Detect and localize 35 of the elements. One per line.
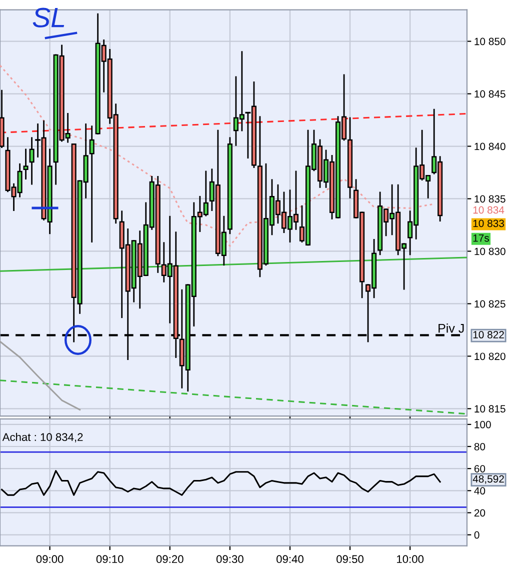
y-tick-label: 100 [474,420,491,428]
y-tick-label: 10 835 [474,195,506,203]
y-tick-label: 10 825 [474,300,506,308]
line-series [0,64,435,247]
x-tick-label: 09:20 [156,555,184,564]
text: 10 833 [473,220,504,228]
y-tick-label: 0 [474,531,480,539]
y-tick-label: 10 820 [474,352,506,360]
y-tick-label: 40 [474,487,486,495]
line-series [0,340,81,410]
x-tick-label: 09:40 [276,555,304,564]
line-series [1,470,441,496]
candlestick [23,148,28,180]
text: 48,592 [472,475,504,484]
x-tick-label: 09:00 [36,555,64,564]
x-tick-label: 09:10 [96,555,124,564]
y-tick-label: 10 840 [474,142,506,150]
annotation: SL [32,8,64,28]
candlestick [89,126,94,242]
y-tick-label: 10 815 [474,405,506,413]
text: 17s [473,234,490,242]
x-tick-label: 09:30 [216,555,244,564]
y-tick-label: 20 [474,509,486,517]
x-tick-label: 10:00 [397,555,424,564]
ref-line-label: Piv J [438,324,464,333]
annotation: Achat : 10 834,2 [2,432,83,442]
y-tick-label: 60 [474,465,486,472]
text: 10 834 [473,206,504,214]
y-tick-label: 10 845 [474,90,506,98]
text: 10 822 [473,331,504,338]
candlestick [29,137,34,185]
y-tick-label: 10 830 [474,248,506,256]
y-tick-label: 80 [474,443,486,450]
y-tick-label: 10 850 [474,38,506,46]
x-tick-label: 09:50 [336,555,364,564]
